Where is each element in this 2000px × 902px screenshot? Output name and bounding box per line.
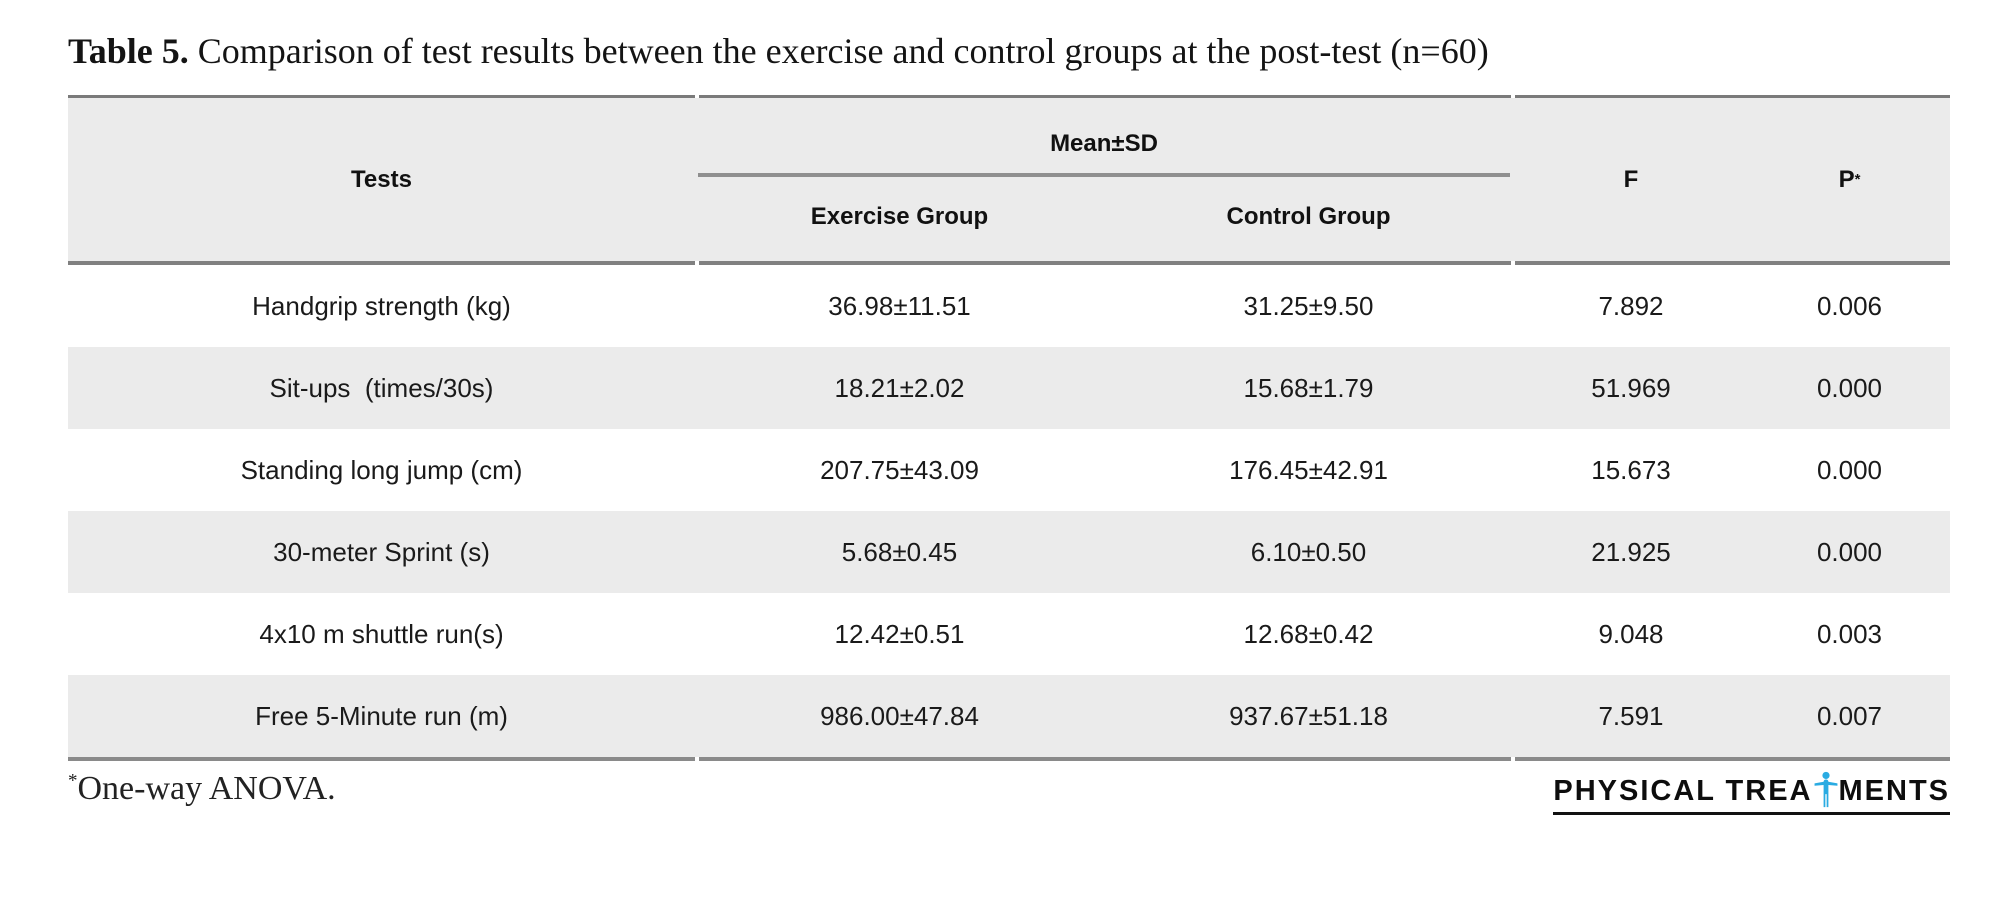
table-row: 4x10 m shuttle run(s) 12.42±0.51 12.68±0… xyxy=(68,593,1950,675)
control-value-cell: 12.68±0.42 xyxy=(1243,618,1374,649)
f-value-cell: 21.925 xyxy=(1591,536,1671,567)
table-caption: Table 5. Comparison of test results betw… xyxy=(68,30,1950,73)
exercise-value-cell: 5.68±0.45 xyxy=(841,536,958,567)
exercise-value-cell: 207.75±43.09 xyxy=(820,454,979,485)
table-footer: *One-way ANOVA. PHYSICAL TREA MENTS xyxy=(68,769,1950,816)
p-value-cell: 0.006 xyxy=(1816,290,1883,321)
p-value-cell: 0.000 xyxy=(1816,372,1883,403)
control-value-cell: 31.25±9.50 xyxy=(1243,290,1374,321)
logo-text-left: PHYSICAL TREA xyxy=(1553,775,1813,808)
header-p: P * xyxy=(1838,165,1861,193)
test-name-cell: Free 5-Minute run (m) xyxy=(255,700,508,731)
results-table: Tests Mean±SD Exercise Group Control Gro… xyxy=(68,95,1950,762)
f-value-cell: 7.892 xyxy=(1598,290,1664,321)
test-name-cell: 30-meter Sprint (s) xyxy=(273,536,490,567)
control-value-cell: 937.67±51.18 xyxy=(1229,700,1388,731)
physical-treatments-logo: PHYSICAL TREA MENTS xyxy=(1553,771,1950,816)
person-icon xyxy=(1814,772,1837,808)
p-value-cell: 0.000 xyxy=(1816,536,1883,567)
table-row: Handgrip strength (kg) 36.98±11.51 31.25… xyxy=(68,265,1950,347)
header-exercise-group: Exercise Group xyxy=(810,203,989,231)
table-row: Free 5-Minute run (m) 986.00±47.84 937.6… xyxy=(68,675,1950,758)
table-body: Handgrip strength (kg) 36.98±11.51 31.25… xyxy=(68,265,1950,758)
header-f: F xyxy=(1623,165,1639,193)
control-value-cell: 15.68±1.79 xyxy=(1243,372,1374,403)
anova-footnote: *One-way ANOVA. xyxy=(68,770,336,808)
table-row: Standing long jump (cm) 207.75±43.09 176… xyxy=(68,429,1950,511)
f-value-cell: 7.591 xyxy=(1598,700,1664,731)
f-value-cell: 15.673 xyxy=(1591,454,1671,485)
table-top-rule xyxy=(68,95,1950,99)
exercise-value-cell: 18.21±2.02 xyxy=(834,372,965,403)
mean-sd-underline xyxy=(698,173,1510,178)
paper-table-page: Table 5. Comparison of test results betw… xyxy=(0,30,2000,902)
header-mean-sd: Mean±SD xyxy=(1050,130,1158,158)
logo-text-right: MENTS xyxy=(1838,775,1950,808)
exercise-value-cell: 986.00±47.84 xyxy=(820,700,979,731)
control-value-cell: 176.45±42.91 xyxy=(1229,454,1388,485)
p-value-cell: 0.007 xyxy=(1816,700,1883,731)
table-header: Tests Mean±SD Exercise Group Control Gro… xyxy=(68,98,1950,262)
control-value-cell: 6.10±0.50 xyxy=(1250,536,1367,567)
table-caption-text: Comparison of test results between the e… xyxy=(188,31,1489,71)
test-name-cell: Standing long jump (cm) xyxy=(240,454,523,485)
f-value-cell: 9.048 xyxy=(1598,618,1664,649)
header-mean-sd-group: Mean±SD Exercise Group Control Group xyxy=(695,98,1513,261)
table-row: 30-meter Sprint (s) 5.68±0.45 6.10±0.50 … xyxy=(68,511,1950,594)
exercise-value-cell: 12.42±0.51 xyxy=(834,618,965,649)
header-tests: Tests xyxy=(351,165,412,193)
table-row: Sit-ups (times/30s) 18.21±2.02 15.68±1.7… xyxy=(68,347,1950,430)
test-name-cell: Handgrip strength (kg) xyxy=(252,290,511,321)
table-number-label: Table 5. xyxy=(68,31,189,71)
exercise-value-cell: 36.98±11.51 xyxy=(828,290,971,321)
test-name-cell: Sit-ups (times/30s) xyxy=(269,372,494,403)
p-value-cell: 0.000 xyxy=(1816,454,1883,485)
p-value-cell: 0.003 xyxy=(1816,618,1883,649)
footnote-asterisk: * xyxy=(68,770,78,792)
header-bottom-rule xyxy=(68,261,1950,266)
table-bottom-rule xyxy=(68,757,1950,762)
f-value-cell: 51.969 xyxy=(1591,372,1671,403)
header-control-group: Control Group xyxy=(1226,203,1391,231)
test-name-cell: 4x10 m shuttle run(s) xyxy=(259,618,504,649)
